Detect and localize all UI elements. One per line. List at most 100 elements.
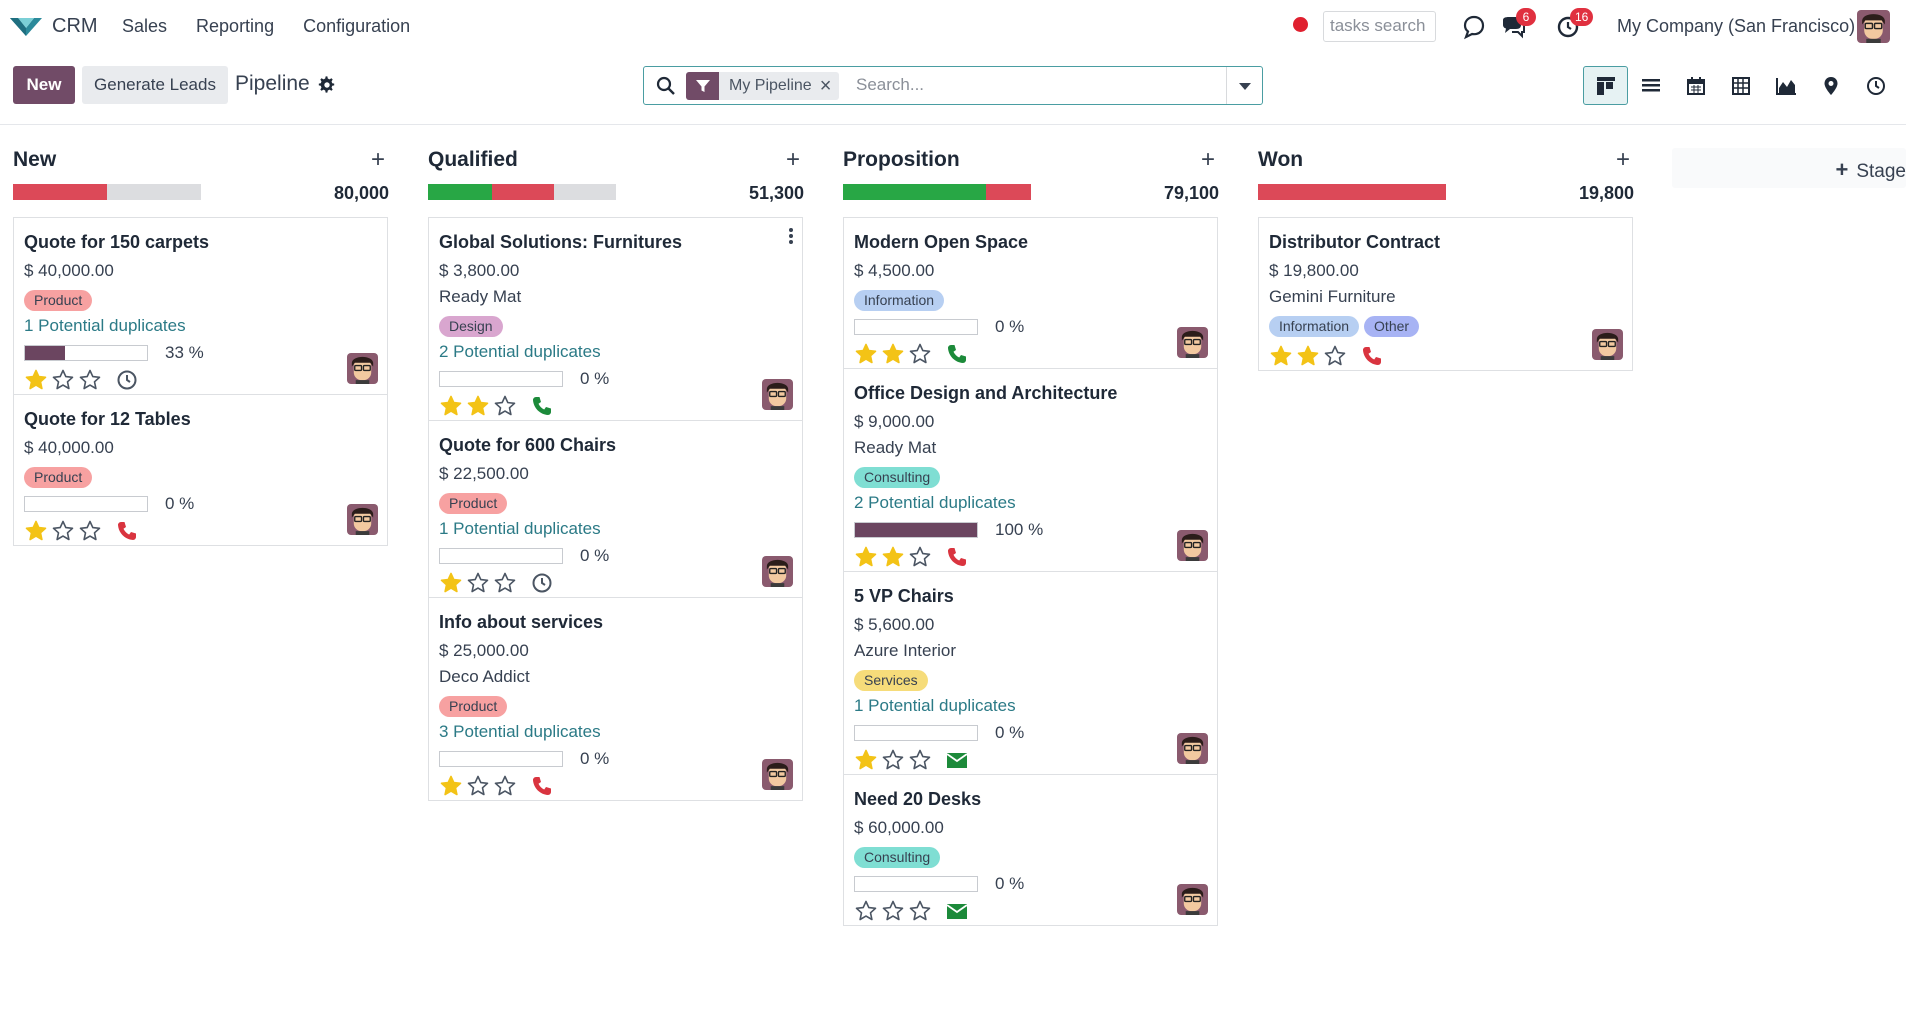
salesperson-avatar[interactable]	[762, 759, 793, 790]
recording-indicator-icon[interactable]	[1293, 17, 1308, 32]
salesperson-avatar[interactable]	[1592, 329, 1623, 360]
activity-clock-icon[interactable]	[531, 572, 553, 594]
star-empty-icon[interactable]	[78, 368, 102, 392]
menu-reporting[interactable]: Reporting	[196, 16, 275, 36]
column-title[interactable]: Proposition	[843, 148, 960, 171]
phone-icon[interactable]	[946, 546, 968, 568]
star-filled-icon[interactable]	[466, 394, 490, 418]
search-options-toggle[interactable]	[1226, 67, 1262, 104]
progress-segment[interactable]	[985, 184, 1031, 200]
column-progress-bar[interactable]	[13, 184, 201, 200]
kanban-card[interactable]: Global Solutions: Furnitures $ 3,800.00 Re…	[428, 217, 803, 421]
star-filled-icon[interactable]	[854, 545, 878, 569]
map-view-button[interactable]	[1808, 66, 1853, 105]
star-empty-icon[interactable]	[78, 519, 102, 543]
quick-create-plus-icon[interactable]: +	[370, 146, 385, 173]
star-filled-icon[interactable]	[881, 342, 905, 366]
discuss-bubble-icon[interactable]	[1461, 14, 1487, 40]
activity-view-button[interactable]	[1853, 66, 1898, 105]
column-title[interactable]: New	[13, 148, 57, 171]
kanban-view-button[interactable]	[1583, 66, 1628, 105]
star-empty-icon[interactable]	[908, 899, 932, 923]
gear-icon[interactable]	[318, 76, 336, 94]
star-empty-icon[interactable]	[908, 342, 932, 366]
generate-leads-button[interactable]: Generate Leads	[82, 66, 228, 104]
pivot-view-button[interactable]	[1718, 66, 1763, 105]
salesperson-avatar[interactable]	[1177, 327, 1208, 358]
star-filled-icon[interactable]	[1269, 344, 1293, 368]
phone-icon[interactable]	[531, 775, 553, 797]
add-stage-button[interactable]: + Stage	[1672, 148, 1906, 188]
kanban-card[interactable]: Office Design and Architecture $ 9,000.00…	[843, 368, 1218, 572]
calendar-view-button[interactable]	[1673, 66, 1718, 105]
kanban-card[interactable]: Need 20 Desks $ 60,000.00 Consulting 0 %	[843, 774, 1218, 926]
phone-icon[interactable]	[531, 395, 553, 417]
search-input[interactable]	[856, 75, 1226, 95]
star-empty-icon[interactable]	[51, 519, 75, 543]
phone-icon[interactable]	[116, 520, 138, 542]
kanban-card[interactable]: Quote for 600 Chairs $ 22,500.00 Product 1 …	[428, 420, 803, 598]
kanban-card[interactable]: Quote for 12 Tables $ 40,000.00 Product 0 %	[13, 394, 388, 546]
search-facet[interactable]: My Pipeline ×	[686, 72, 840, 100]
phone-icon[interactable]	[946, 343, 968, 365]
progress-segment[interactable]	[1258, 184, 1446, 200]
star-filled-icon[interactable]	[439, 774, 463, 798]
salesperson-avatar[interactable]	[1177, 530, 1208, 561]
column-title[interactable]: Won	[1258, 148, 1304, 171]
star-empty-icon[interactable]	[908, 748, 932, 772]
email-icon[interactable]	[946, 749, 968, 771]
column-progress-bar[interactable]	[1258, 184, 1446, 200]
star-empty-icon[interactable]	[51, 368, 75, 392]
star-empty-icon[interactable]	[1323, 344, 1347, 368]
star-empty-icon[interactable]	[493, 774, 517, 798]
search-icon[interactable]	[656, 76, 676, 96]
menu-configuration[interactable]: Configuration	[303, 16, 411, 36]
activity-clock-icon[interactable]	[1556, 14, 1582, 40]
facet-remove-icon[interactable]: ×	[819, 74, 832, 97]
star-empty-icon[interactable]	[908, 545, 932, 569]
salesperson-avatar[interactable]	[1177, 733, 1208, 764]
graph-view-button[interactable]	[1763, 66, 1808, 105]
potential-duplicates-link[interactable]: 2 Potential duplicates	[439, 342, 601, 361]
app-name[interactable]: CRM	[52, 15, 98, 37]
quick-create-plus-icon[interactable]: +	[1615, 146, 1630, 173]
phone-icon[interactable]	[1361, 345, 1383, 367]
star-empty-icon[interactable]	[881, 899, 905, 923]
column-progress-bar[interactable]	[843, 184, 1031, 200]
potential-duplicates-link[interactable]: 1 Potential duplicates	[24, 316, 186, 335]
progress-segment[interactable]	[13, 184, 107, 200]
list-view-button[interactable]	[1628, 66, 1673, 105]
star-empty-icon[interactable]	[493, 571, 517, 595]
menu-sales[interactable]: Sales	[122, 16, 168, 36]
salesperson-avatar[interactable]	[1177, 884, 1208, 915]
salesperson-avatar[interactable]	[347, 504, 378, 535]
star-empty-icon[interactable]	[493, 394, 517, 418]
column-title[interactable]: Qualified	[428, 148, 518, 171]
star-filled-icon[interactable]	[854, 342, 878, 366]
progress-segment[interactable]	[428, 184, 492, 200]
quick-create-plus-icon[interactable]: +	[1200, 146, 1215, 173]
crm-logo-icon[interactable]	[8, 14, 44, 40]
potential-duplicates-link[interactable]: 2 Potential duplicates	[854, 493, 1016, 512]
kanban-card[interactable]: Modern Open Space $ 4,500.00 Information 0 …	[843, 217, 1218, 369]
star-filled-icon[interactable]	[439, 571, 463, 595]
potential-duplicates-link[interactable]: 1 Potential duplicates	[439, 519, 601, 538]
star-filled-icon[interactable]	[854, 748, 878, 772]
progress-segment[interactable]	[491, 184, 554, 200]
new-button[interactable]: New	[13, 66, 75, 104]
column-progress-bar[interactable]	[428, 184, 616, 200]
progress-segment[interactable]	[843, 184, 986, 200]
kanban-card[interactable]: Distributor Contract $ 19,800.00 Gemini Fu…	[1258, 217, 1633, 371]
star-filled-icon[interactable]	[439, 394, 463, 418]
more-options-icon[interactable]	[788, 226, 794, 246]
star-empty-icon[interactable]	[466, 571, 490, 595]
email-icon[interactable]	[946, 900, 968, 922]
company-switcher[interactable]: My Company (San Francisco)	[1617, 16, 1856, 36]
star-filled-icon[interactable]	[24, 368, 48, 392]
star-empty-icon[interactable]	[466, 774, 490, 798]
user-avatar[interactable]	[1857, 10, 1890, 43]
star-filled-icon[interactable]	[1296, 344, 1320, 368]
salesperson-avatar[interactable]	[347, 353, 378, 384]
kanban-card[interactable]: Info about services $ 25,000.00 Deco Addic…	[428, 597, 803, 801]
star-filled-icon[interactable]	[881, 545, 905, 569]
